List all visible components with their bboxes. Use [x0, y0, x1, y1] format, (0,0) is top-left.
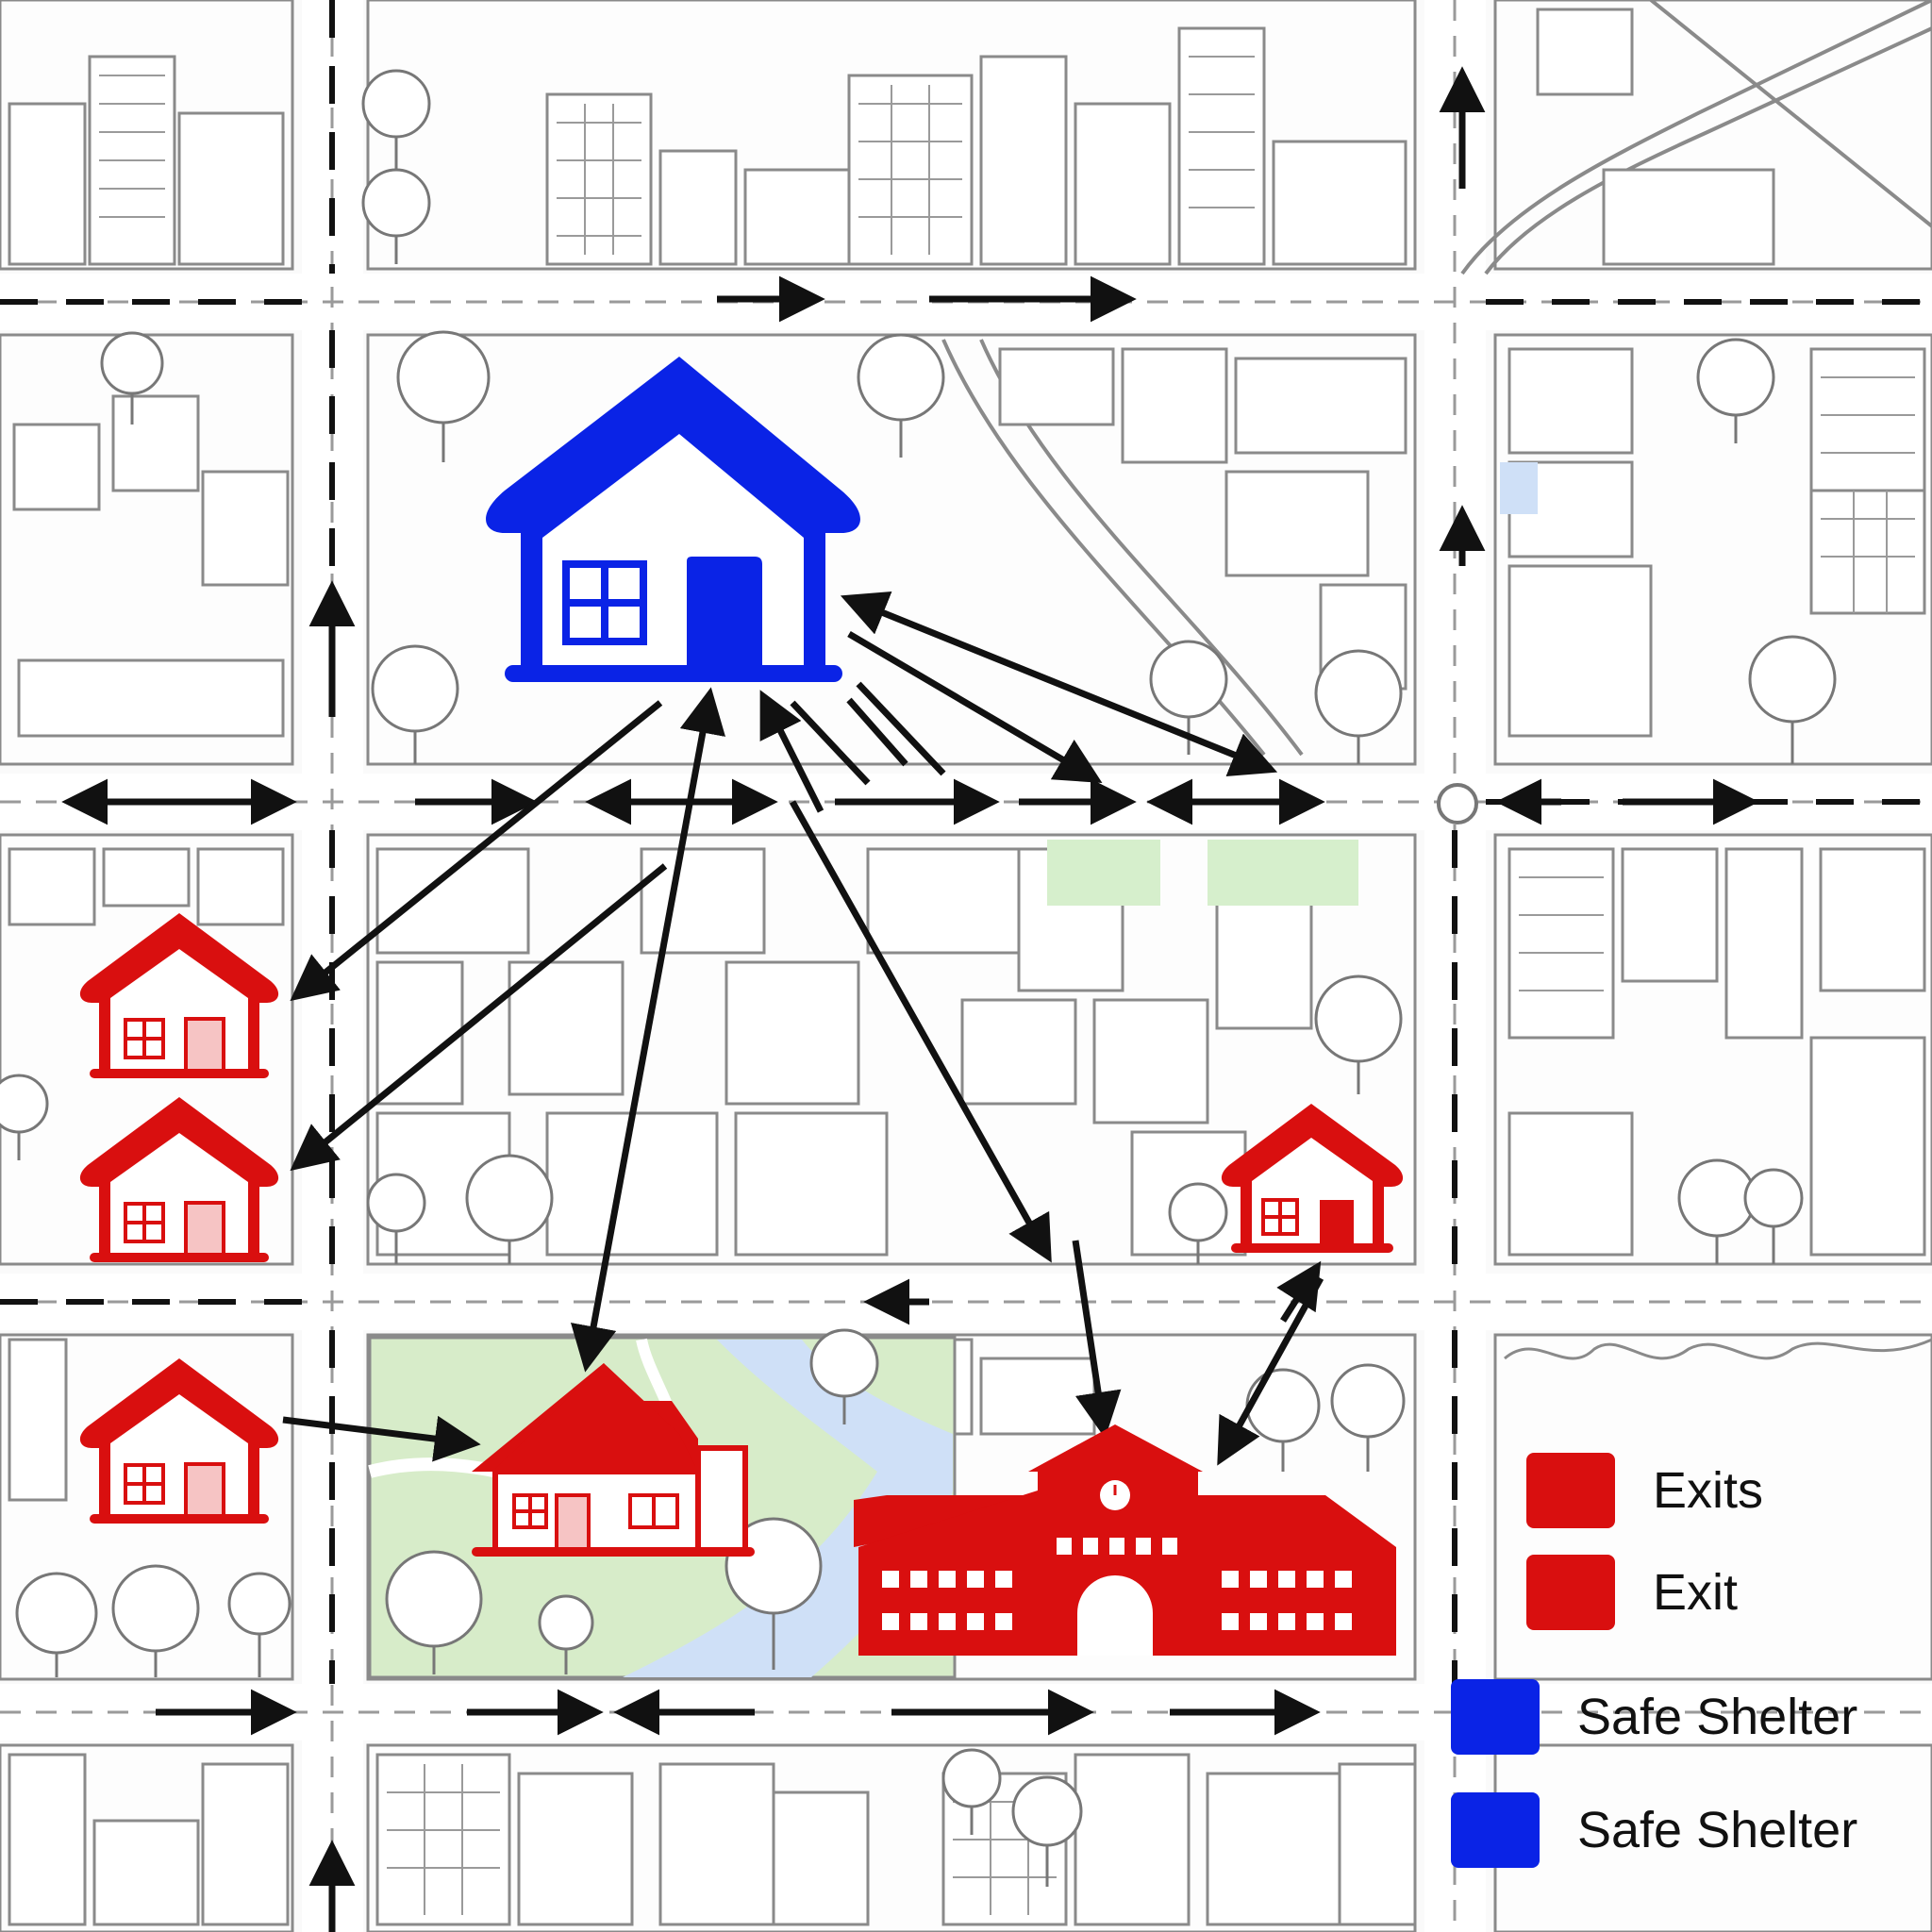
tree-icon [465, 1154, 554, 1264]
house-icon [79, 913, 279, 1078]
green-area-highlight [1047, 840, 1358, 906]
tree-icon [15, 1572, 98, 1677]
tree-icon [361, 69, 431, 179]
safe-shelter-marker[interactable] [486, 357, 860, 682]
legend-item-safe-shelter: Safe Shelter [1451, 1679, 1857, 1755]
roundabout [1437, 783, 1478, 824]
house-icon [486, 357, 860, 682]
exit-marker[interactable] [79, 913, 279, 1078]
legend-label: Exits [1653, 1462, 1764, 1519]
tree-icon [100, 331, 164, 425]
house-icon [1221, 1104, 1404, 1253]
tree-icon [1314, 649, 1403, 764]
tree-icon [0, 1074, 49, 1160]
tree-icon [724, 1517, 823, 1670]
tree-icon [857, 333, 945, 458]
tree-icon [385, 1550, 483, 1674]
exit-marker[interactable] [467, 1363, 755, 1557]
tree-icon [1696, 338, 1775, 443]
tree-icon [227, 1572, 291, 1677]
legend-label: Safe Shelter [1577, 1802, 1858, 1858]
tree-icon [366, 1173, 426, 1264]
legend-item-exits: Exits [1526, 1453, 1763, 1528]
house-icon [79, 1358, 279, 1524]
tree-icon [538, 1594, 594, 1674]
tree-icon [941, 1748, 1002, 1835]
school-building-icon [854, 1424, 1396, 1656]
legend-label: Exit [1653, 1564, 1739, 1621]
exit-marker[interactable] [79, 1358, 279, 1524]
tree-icon [809, 1328, 879, 1424]
tree-icon [111, 1564, 200, 1677]
house-icon [467, 1363, 755, 1557]
tree-icon [1011, 1775, 1083, 1887]
tree-icon [1743, 1168, 1804, 1264]
legend-swatch-shelter [1451, 1792, 1540, 1868]
hedge-outline [1504, 1338, 1932, 1360]
exit-marker[interactable] [1221, 1104, 1404, 1253]
exit-school-marker[interactable] [854, 1424, 1396, 1656]
tree-icon [1748, 635, 1837, 764]
legend-swatch-exit [1526, 1555, 1615, 1630]
tree-icon [1168, 1182, 1228, 1264]
house-icon [79, 1097, 279, 1262]
tree-icon [1314, 974, 1403, 1094]
evacuation-routes [282, 591, 1324, 1466]
tree-icon [396, 330, 491, 462]
legend-item-exit: Exit [1526, 1555, 1738, 1630]
legend-swatch-exit [1526, 1453, 1615, 1528]
exit-marker[interactable] [79, 1097, 279, 1262]
blue-patch [1500, 462, 1538, 514]
tree-icon [1330, 1363, 1406, 1472]
legend-label: Safe Shelter [1577, 1689, 1858, 1745]
road-arrows [61, 66, 1759, 1932]
trees [0, 69, 1837, 1887]
buildings [8, 8, 1926, 1926]
building-windows [99, 56, 1915, 1915]
legend-swatch-shelter [1451, 1679, 1540, 1755]
tree-icon [371, 644, 459, 764]
legend-item-safe-shelter: Safe Shelter [1451, 1792, 1857, 1868]
map-legend: Exits Exit Safe Shelter Safe Shelter [1443, 1443, 1915, 1915]
tree-icon [361, 168, 431, 264]
